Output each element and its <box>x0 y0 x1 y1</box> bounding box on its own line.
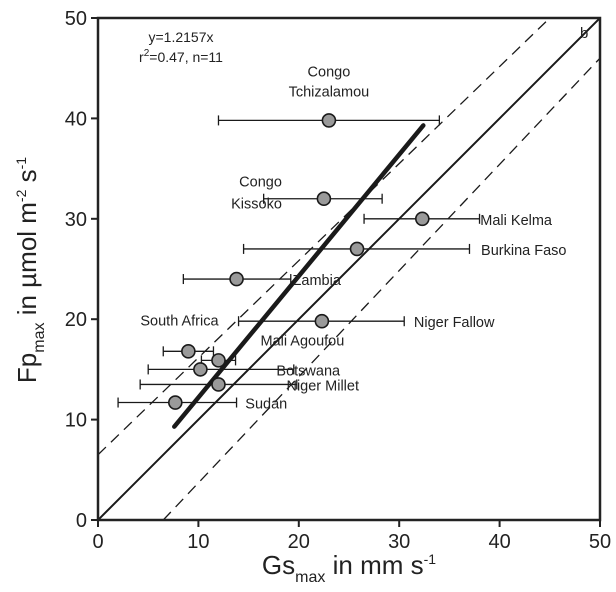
data-point: Mali Kelma <box>363 211 553 229</box>
regression-equation: y=1.2157x <box>149 29 214 45</box>
regression-stats: r2=0.47, n=11 <box>139 48 223 65</box>
point-label-line: Mali Kelma <box>480 213 553 229</box>
data-point: Niger Fallow <box>237 313 495 331</box>
data-point: Congo Tchizalamou <box>217 64 441 128</box>
point-label: Mali Agoufou <box>260 333 344 349</box>
y-tick-label: 20 <box>65 309 87 331</box>
point-label: Burkina Faso <box>481 243 566 259</box>
data-point: Sudan <box>117 395 287 413</box>
regression-line <box>172 123 426 429</box>
y-tick-label: 40 <box>65 108 87 130</box>
point-label: Zambia <box>293 273 342 289</box>
reference-lines <box>98 18 600 520</box>
y-axis-title: Fpmax in µmol m-2 s-1 <box>12 157 48 383</box>
point-marker <box>414 211 430 227</box>
x-tick-label: 10 <box>187 531 209 553</box>
point-label-line: Zambia <box>293 273 342 289</box>
point-marker <box>316 191 332 207</box>
axis-ticks: 0 10 20 30 40 50 0 10 20 30 40 50 <box>65 8 611 553</box>
y-tick-label: 30 <box>65 209 87 231</box>
point-marker <box>349 241 365 257</box>
point-label-line: Burkina Faso <box>481 243 566 259</box>
point-label-line: Congo <box>239 175 282 191</box>
point-marker <box>211 353 226 368</box>
data-point: Burkina Faso <box>242 241 566 259</box>
y-tick-label: 0 <box>76 510 87 532</box>
point-label: South Africa <box>140 313 219 329</box>
data-point: Zambia <box>182 271 342 289</box>
point-label-line: Mali Agoufou <box>260 333 344 349</box>
point-marker <box>168 395 183 410</box>
point-label-line: Botswana <box>276 363 341 379</box>
point-label-line: Tchizalamou <box>289 84 370 100</box>
point-marker <box>321 113 337 128</box>
point-label-line: Niger Fallow <box>414 315 495 331</box>
offset-lower-line <box>162 57 600 520</box>
point-label-line: Congo <box>308 64 351 80</box>
point-marker <box>181 344 196 359</box>
x-tick-label: 30 <box>388 531 410 553</box>
data-points: Congo Tchizalamou Congo Kissoko Mali Kelma Bu… <box>117 64 566 413</box>
point-label-line: Niger Millet <box>286 378 359 394</box>
data-point: Congo Kissoko <box>231 175 383 213</box>
offset-upper-line <box>98 18 551 456</box>
point-label: Mali Kelma <box>480 213 553 229</box>
data-point: Botswana <box>147 362 341 379</box>
data-point: Mali Agoufou <box>200 333 344 368</box>
point-label: Niger Fallow <box>414 315 495 331</box>
y-tick-label: 50 <box>65 8 87 30</box>
x-tick-label: 20 <box>288 531 310 553</box>
x-axis-title: Gsmax in mm s-1 <box>262 550 436 586</box>
point-label: Congo Kissoko <box>231 175 282 213</box>
point-label: Congo Tchizalamou <box>289 64 370 100</box>
point-marker <box>193 362 208 377</box>
plot-frame <box>96 16 602 522</box>
point-label-line: Kissoko <box>231 197 282 213</box>
data-point: South Africa <box>140 313 219 359</box>
one-to-one-line <box>98 18 600 520</box>
x-tick-label: 0 <box>92 531 103 553</box>
x-tick-label: 40 <box>488 531 510 553</box>
point-marker <box>314 313 330 329</box>
point-label-line: South Africa <box>140 313 219 329</box>
x-tick-label: 50 <box>589 531 611 553</box>
data-point: Niger Millet <box>139 377 359 394</box>
panel-letter: b <box>580 25 588 42</box>
point-label: Botswana <box>276 363 341 379</box>
y-tick-label: 10 <box>65 410 87 432</box>
point-marker <box>211 377 226 392</box>
point-marker <box>229 271 244 287</box>
point-label: Niger Millet <box>286 378 359 394</box>
point-label-line: Sudan <box>245 397 287 413</box>
point-label: Sudan <box>245 397 287 413</box>
